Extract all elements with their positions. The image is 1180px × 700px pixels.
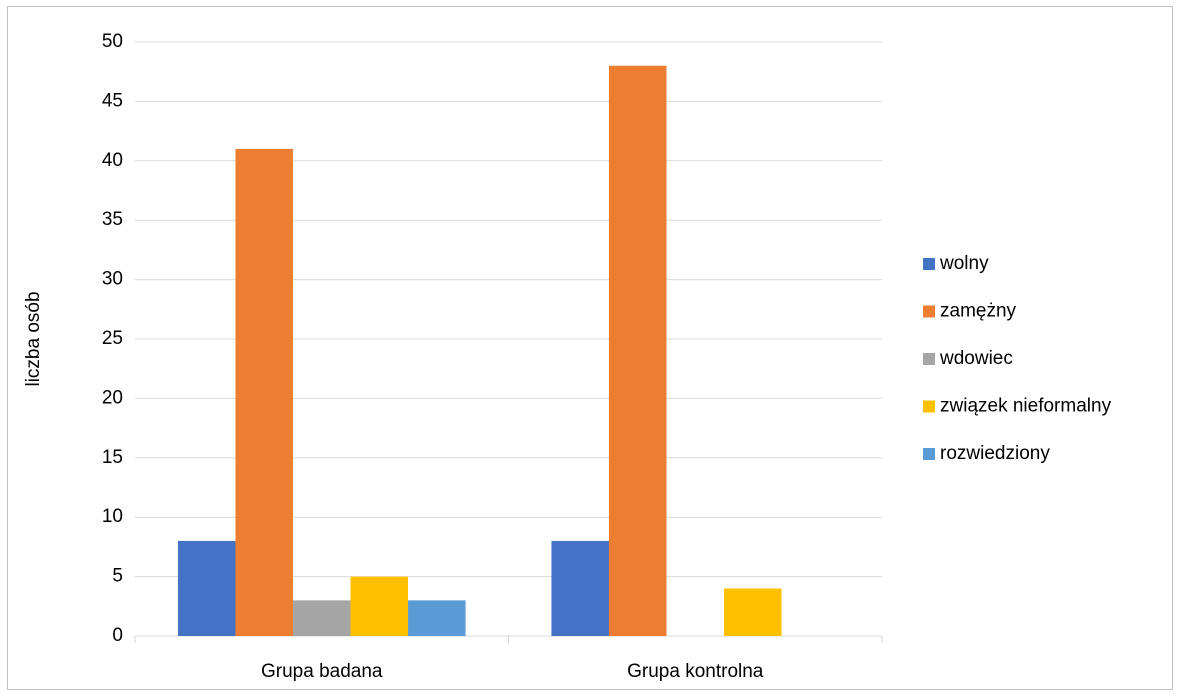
bar (724, 588, 782, 636)
y-tick-label: 45 (102, 90, 123, 111)
legend-swatch (923, 448, 935, 460)
legend-label: wolny (939, 253, 989, 274)
y-tick-label: 15 (102, 447, 123, 468)
legend-label: wdowiec (939, 348, 1013, 369)
y-tick-label: 5 (112, 566, 123, 587)
y-tick-label: 35 (102, 209, 123, 230)
y-tick-label: 25 (102, 328, 123, 349)
bar (292, 600, 351, 636)
y-tick-label: 20 (102, 387, 123, 408)
y-tick-label: 0 (112, 625, 123, 646)
bar (235, 148, 293, 637)
x-tick-label: Grupa badana (261, 661, 383, 682)
legend-swatch (923, 400, 935, 413)
legend-swatch (923, 305, 935, 318)
y-axis-label: liczba osób (23, 291, 44, 386)
x-tick-label: Grupa kontrolna (627, 661, 764, 682)
legend-swatch (923, 353, 935, 365)
y-tick-label: 50 (102, 31, 123, 52)
bar (608, 65, 667, 636)
y-tick-label: 30 (102, 269, 123, 290)
legend-label: związek nieformalny (940, 396, 1112, 417)
legend-swatch (923, 258, 935, 270)
bar (551, 540, 609, 636)
y-tick-label: 40 (102, 150, 123, 171)
bar (177, 540, 236, 636)
y-tick-label: 10 (102, 506, 123, 527)
bar (408, 600, 466, 636)
legend-label: zamężny (940, 301, 1017, 322)
legend-label: rozwiedziony (940, 443, 1050, 464)
bar (350, 576, 409, 636)
